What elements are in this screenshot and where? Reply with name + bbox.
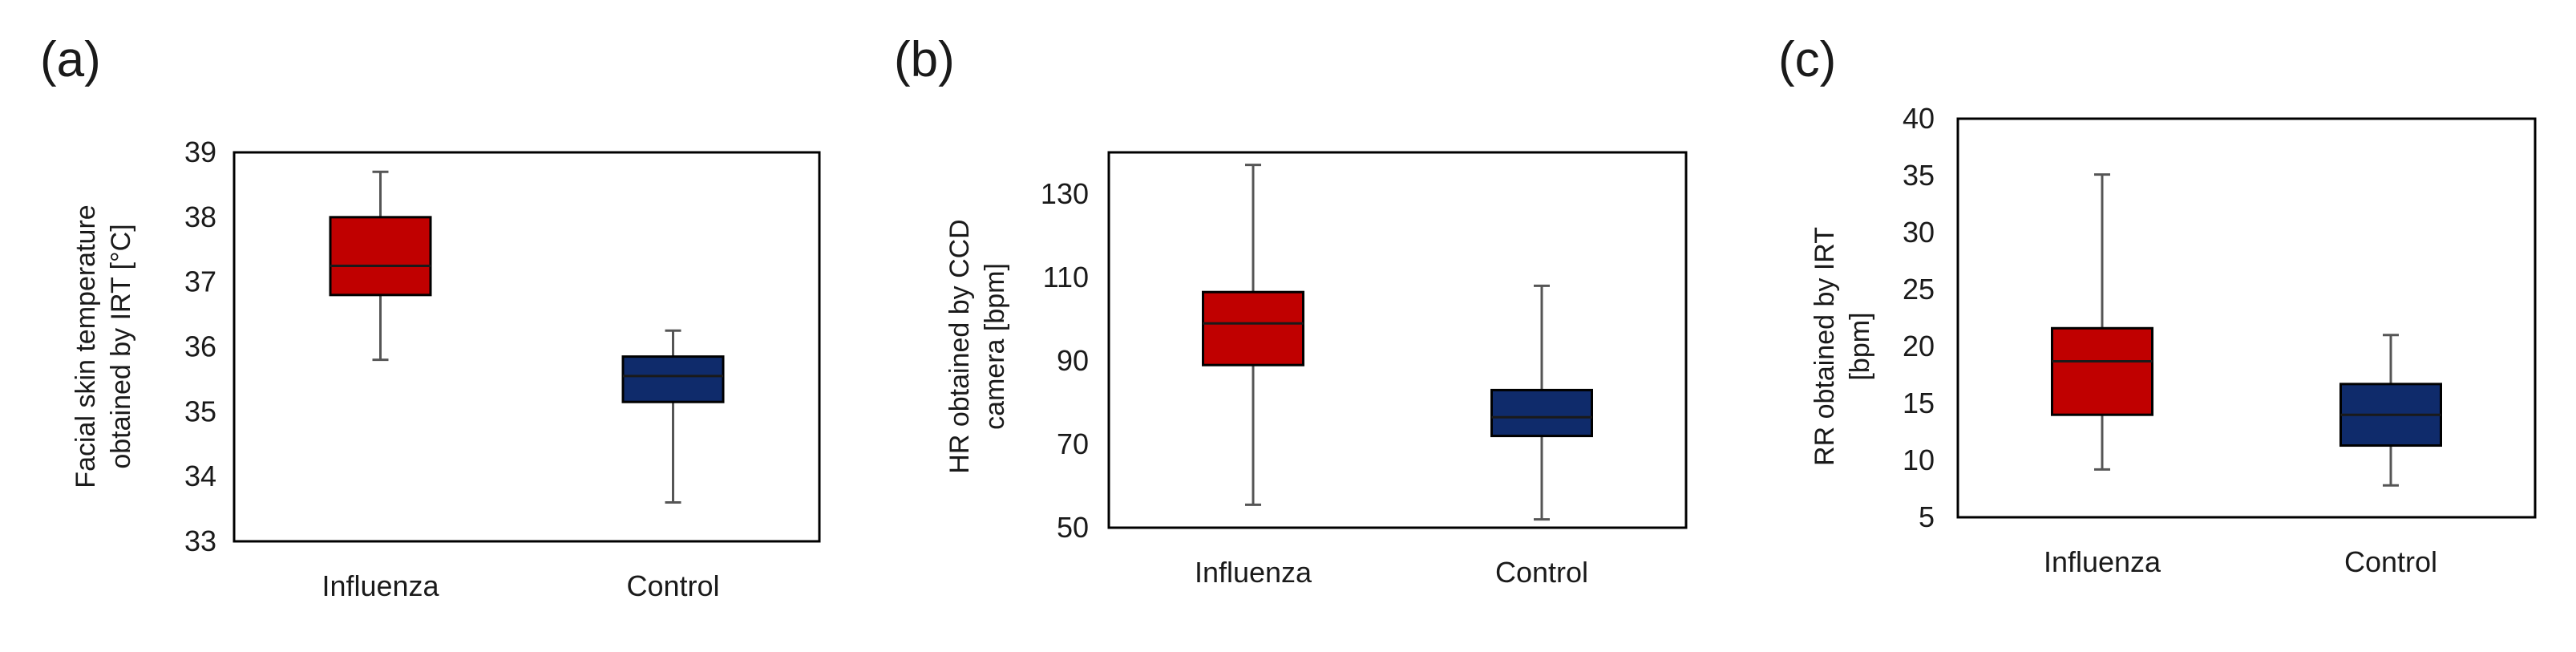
box-control	[1490, 284, 1593, 521]
y-tick-label: 36	[184, 330, 216, 363]
plot-frame	[1956, 117, 2537, 519]
x-tick-label: Control	[626, 569, 719, 602]
y-axis-label: RR obtained by IRT [bpm]	[1810, 227, 1875, 466]
x-tick-label: Influenza	[1195, 556, 1312, 589]
y-axis-label-line: Facial skin temperature	[71, 205, 101, 488]
y-axis-label-line: obtained by IRT [°C]	[106, 224, 136, 468]
box-iqr	[621, 355, 725, 403]
y-tick-label: 130	[1041, 177, 1089, 210]
x-tick-label: Influenza	[321, 569, 439, 602]
y-tick-label: 50	[1057, 511, 1089, 544]
panel-label: (c)	[1778, 32, 1836, 87]
y-tick-label: 37	[184, 265, 216, 298]
box-influenza	[1202, 164, 1304, 506]
y-axis-label: Facial skin temperature obtained by IRT […	[71, 205, 136, 488]
y-tick-label: 90	[1057, 344, 1089, 377]
x-tick-label: Control	[2344, 545, 2437, 578]
plot-frame	[1107, 151, 1688, 529]
y-tick-label: 20	[1903, 330, 1935, 362]
y-tick-label: 35	[1903, 159, 1935, 192]
panel-a: (a) Facial skin temperature obtained by IR…	[40, 32, 821, 602]
box-control	[621, 329, 725, 504]
y-tick-label: 70	[1057, 427, 1089, 460]
panel-c: (c) RR obtained by IRT [bpm] 5 10 15 20 25 30 35 4…	[1778, 32, 2537, 578]
y-axis-label-line: camera [bpm]	[980, 263, 1010, 430]
y-axis-label-line: [bpm]	[1845, 312, 1875, 380]
y-tick-label: 5	[1919, 500, 1935, 533]
box-iqr	[1490, 388, 1593, 438]
y-tick-label: 40	[1903, 102, 1935, 135]
x-tick-label: Influenza	[2044, 545, 2161, 578]
y-tick-label: 25	[1903, 273, 1935, 306]
y-tick-label: 30	[1903, 216, 1935, 249]
y-axis-label: HR obtained by CCD camera [bpm]	[944, 219, 1010, 473]
y-tick-label: 10	[1903, 443, 1935, 476]
y-tick-label: 35	[184, 395, 216, 427]
panel-b: (b) HR obtained by CCD camera [bpm] 50 70 90 1…	[894, 32, 1688, 589]
panel-label: (b)	[894, 32, 955, 87]
y-tick-label: 110	[1043, 261, 1089, 294]
box-influenza	[2051, 173, 2153, 471]
y-axis-label-line: HR obtained by CCD	[944, 219, 975, 473]
x-tick-label: Control	[1495, 556, 1588, 589]
y-axis-label-line: RR obtained by IRT	[1810, 227, 1840, 466]
y-tick-label: 38	[184, 200, 216, 233]
plot-frame	[233, 151, 821, 543]
panel-label: (a)	[40, 32, 101, 87]
box-iqr	[2051, 326, 2153, 416]
y-tick-label: 33	[184, 524, 216, 557]
box-iqr	[329, 216, 432, 297]
y-tick-label: 15	[1903, 387, 1935, 419]
box-iqr	[1202, 290, 1304, 366]
y-tick-label: 34	[184, 460, 216, 492]
box-influenza	[329, 170, 432, 362]
box-control	[2339, 334, 2442, 487]
y-tick-label: 39	[184, 136, 216, 168]
